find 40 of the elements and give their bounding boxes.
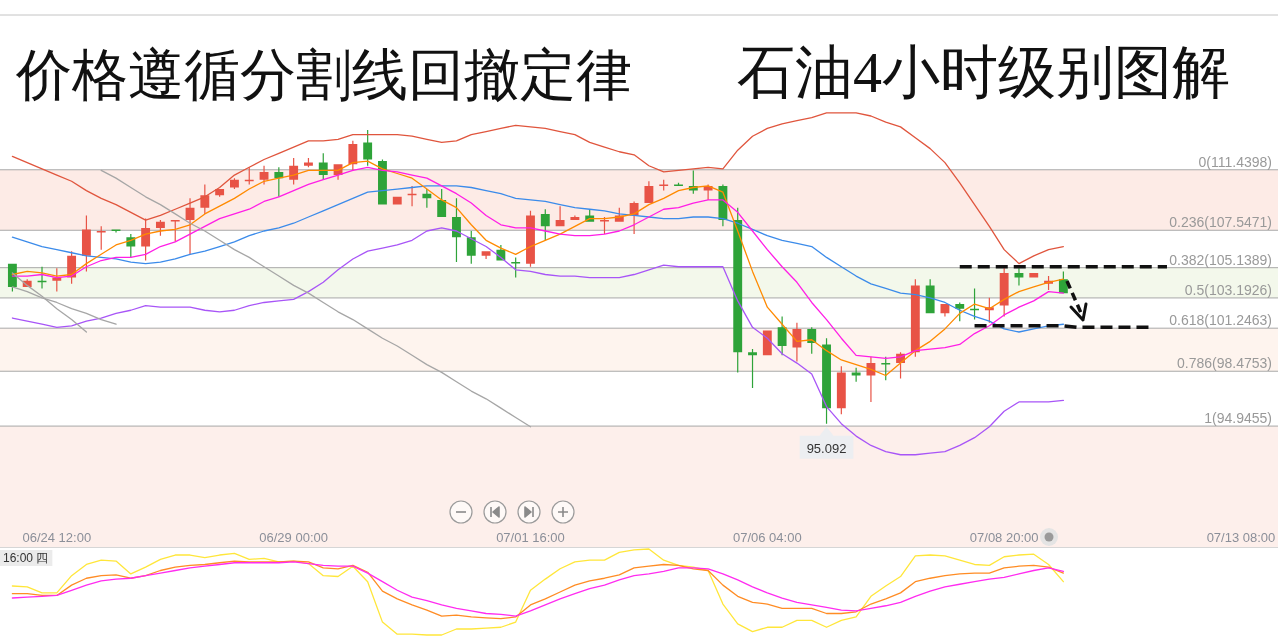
candlestick — [96, 226, 106, 250]
ref-line-label: 0.5(103.1926) — [1184, 281, 1272, 298]
annotation: 16:00 四 — [3, 551, 49, 565]
candlestick — [37, 266, 47, 289]
candlestick — [407, 185, 417, 207]
candlestick — [659, 179, 669, 191]
candlestick — [674, 182, 683, 186]
candlestick — [555, 206, 565, 227]
ref-line-label: 0.786(98.4753) — [1177, 355, 1272, 372]
candlestick — [481, 251, 491, 259]
candlestick — [836, 366, 846, 415]
candlestick — [511, 257, 521, 278]
x-tick-label: 06/29 00:00 — [259, 530, 328, 545]
candlestick — [600, 217, 609, 235]
text: 价格遵循分割线回撤定律 — [15, 44, 632, 106]
candlestick — [1014, 268, 1024, 286]
ref-line-label: 0.236(107.5471) — [1169, 214, 1272, 231]
x-tick-label: 07/06 04:00 — [732, 530, 802, 545]
x-tick-label: 07/08 20:00 — [969, 530, 1039, 545]
candlestick — [111, 229, 121, 233]
candlestick — [792, 322, 802, 362]
candlestick — [851, 367, 861, 382]
ref-line-label: 0(111.4398) — [1198, 153, 1272, 170]
x-tick-label: 06/24 12:00 — [22, 530, 92, 545]
x-tick-label: 07/13 08:00 — [1206, 530, 1276, 545]
candlestick — [392, 196, 402, 205]
annotation: 95.092 — [806, 440, 847, 456]
callout: 95.092 — [799, 426, 854, 459]
ref-line-label: 1(94.9455) — [1204, 410, 1272, 427]
candlestick — [644, 181, 654, 204]
candlestick — [170, 220, 180, 242]
candlestick — [363, 129, 373, 166]
ref-line-label: 0.618(101.2463) — [1169, 312, 1272, 329]
candlestick — [185, 198, 195, 255]
candlestick — [866, 356, 876, 402]
candlestick — [1029, 272, 1039, 278]
chart-title: 石油4小时级别图解 — [737, 40, 1230, 105]
ref-line-label: 0.382(105.1389) — [1169, 251, 1272, 268]
candlestick — [881, 356, 891, 381]
x-tick-label: 07/01 16:00 — [496, 530, 565, 545]
